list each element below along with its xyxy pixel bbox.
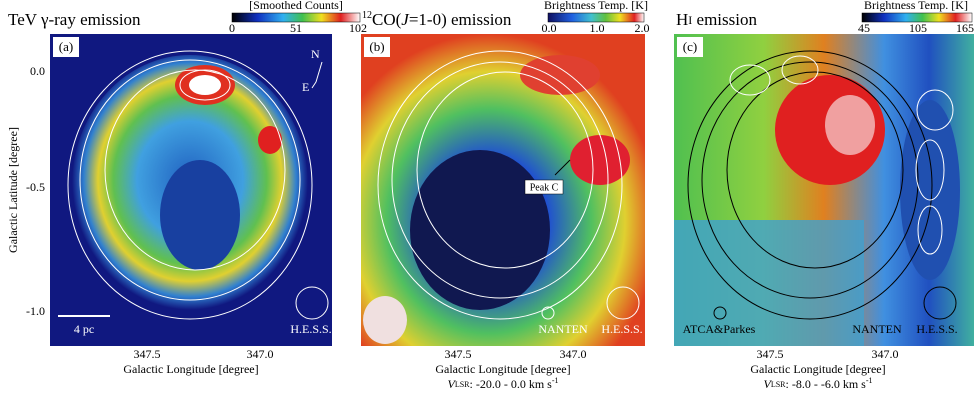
map-b: [361, 34, 645, 346]
colorbar-tick: 2.0: [635, 21, 650, 35]
x-tick-label: 347.5: [757, 347, 784, 361]
telescope-label: NANTEN: [538, 322, 588, 336]
panel-label-box: [677, 37, 703, 57]
colorbar: [231, 12, 361, 23]
x-tick-label: 347.0: [560, 347, 587, 361]
y-axis-label: Galactic Latitude [degree]: [6, 127, 20, 253]
x-axis-label: Galactic Longitude [degree]: [750, 362, 885, 376]
x-tick-label: 347.5: [445, 347, 472, 361]
colorbar-tick: 102: [349, 21, 367, 35]
telescope-label: NANTEN: [852, 322, 902, 336]
y-tick-label: -1.0: [26, 304, 45, 318]
x-tick-label: 347.0: [247, 347, 274, 361]
panel-title: 12CO(J=1-0) emission: [362, 10, 512, 29]
panel-title: HI emission: [676, 10, 757, 29]
panel-label-box: [364, 37, 390, 57]
scale-label: 4 pc: [74, 322, 94, 336]
annotation: Peak C: [530, 182, 559, 193]
y-tick-label: 0.0: [30, 64, 45, 78]
velocity-range: VLSR: -20.0 - 0.0 km s-1: [447, 376, 558, 391]
panel-label: (c): [683, 39, 697, 54]
annotation-box: [524, 179, 564, 195]
colorbar-label: Brightness Temp. [K]: [864, 0, 968, 12]
colorbar-tick: 45: [858, 21, 870, 35]
telescope-label: H.E.S.S.: [916, 322, 957, 336]
colorbar-tick: 0.0: [542, 21, 557, 35]
colorbar-tick: 0: [229, 21, 235, 35]
telescope-label: H.E.S.S.: [290, 322, 331, 336]
colorbar-tick: 51: [290, 21, 302, 35]
colorbar: [861, 12, 973, 23]
panel-label: (b): [369, 39, 384, 54]
velocity-range: VLSR: -8.0 - -6.0 km s-1: [763, 376, 872, 391]
telescope-label: ATCA&Parkes: [683, 322, 756, 336]
colorbar: [547, 12, 645, 23]
x-tick-label: 347.0: [872, 347, 899, 361]
colorbar-label: [Smoothed Counts]: [249, 0, 343, 12]
map-c: [674, 34, 974, 346]
east-label: E: [302, 80, 309, 94]
panel-label: (a): [59, 39, 73, 54]
compass: [311, 61, 323, 89]
panel-title: TeV γ-ray emission: [8, 10, 141, 29]
colorbar-tick: 1.0: [590, 21, 605, 35]
x-axis-label: Galactic Longitude [degree]: [435, 362, 570, 376]
colorbar-tick: 105: [909, 21, 927, 35]
y-tick-label: -0.5: [26, 180, 45, 194]
colorbar-label: Brightness Temp. [K]: [544, 0, 648, 12]
map-a: [50, 34, 332, 346]
telescope-label: H.E.S.S.: [601, 322, 642, 336]
north-label: N: [311, 47, 320, 61]
colorbar-tick: 165: [956, 21, 974, 35]
x-tick-label: 347.5: [134, 347, 161, 361]
x-axis-label: Galactic Longitude [degree]: [123, 362, 258, 376]
panel-label-box: [53, 37, 79, 57]
